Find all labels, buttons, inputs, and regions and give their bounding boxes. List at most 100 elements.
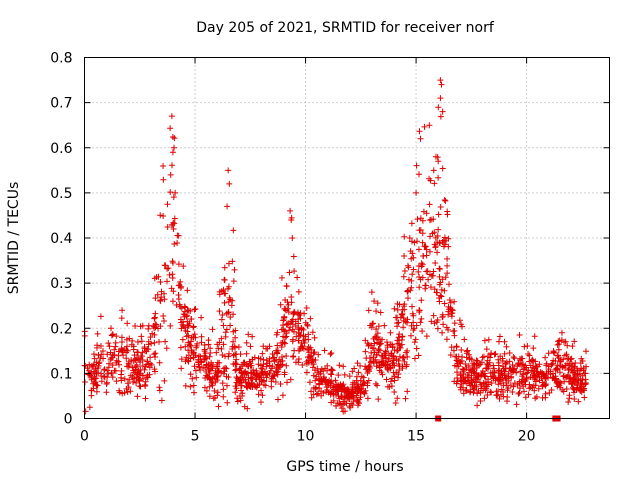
data-point <box>426 217 433 224</box>
data-point <box>116 361 122 368</box>
data-point <box>495 356 502 363</box>
data-point <box>206 383 213 390</box>
data-point <box>98 378 105 385</box>
data-point <box>510 383 517 390</box>
data-point <box>220 365 227 372</box>
data-point <box>488 389 495 396</box>
data-point <box>416 227 423 234</box>
data-point <box>190 323 197 330</box>
data-point <box>550 349 557 356</box>
data-point <box>106 343 113 350</box>
data-point <box>513 369 520 376</box>
data-point <box>463 364 470 371</box>
data-point <box>333 402 340 409</box>
data-point <box>287 324 294 331</box>
data-point <box>198 314 205 321</box>
data-point <box>214 389 221 396</box>
data-point <box>230 352 237 359</box>
data-point <box>530 370 537 377</box>
data-point <box>328 399 335 406</box>
data-point <box>367 322 374 329</box>
data-point <box>289 235 296 241</box>
data-point <box>527 362 534 369</box>
data-point <box>409 250 416 257</box>
data-point <box>247 375 254 382</box>
data-point <box>342 388 349 395</box>
data-point <box>580 385 587 392</box>
data-point <box>235 343 242 350</box>
data-point <box>223 326 230 333</box>
data-point <box>85 371 92 378</box>
data-point <box>156 384 163 391</box>
data-point <box>535 385 542 392</box>
data-point <box>209 380 216 387</box>
data-point <box>309 329 316 336</box>
data-point <box>278 326 285 333</box>
data-point <box>162 338 169 345</box>
data-point <box>358 385 365 392</box>
data-point <box>259 350 266 357</box>
data-point <box>219 352 226 359</box>
data-point <box>171 241 178 248</box>
data-point <box>305 346 312 353</box>
data-point <box>460 390 467 397</box>
data-point <box>304 322 311 329</box>
data-point <box>365 307 372 314</box>
data-point <box>288 293 295 300</box>
data-point <box>558 337 565 344</box>
y-tick-label: 0.5 <box>50 186 72 202</box>
data-point <box>274 371 281 378</box>
data-point <box>463 348 470 355</box>
data-point <box>216 308 223 315</box>
data-point <box>419 217 426 224</box>
data-point <box>399 365 406 372</box>
data-point <box>501 338 508 345</box>
data-point <box>190 389 197 396</box>
data-point <box>374 382 381 389</box>
data-point <box>206 370 213 377</box>
data-point <box>411 339 418 346</box>
data-point <box>253 376 260 383</box>
data-point <box>477 381 484 388</box>
data-point <box>263 374 270 381</box>
data-point <box>485 381 492 388</box>
data-point <box>453 369 460 376</box>
data-point <box>455 353 462 360</box>
data-point <box>127 388 134 395</box>
data-point <box>503 343 510 350</box>
data-point <box>477 361 484 368</box>
data-point <box>221 276 228 283</box>
data-point <box>103 379 110 386</box>
data-point <box>408 284 415 291</box>
data-point <box>156 387 163 394</box>
data-point <box>516 332 523 339</box>
data-point <box>255 391 262 398</box>
data-point <box>277 358 284 365</box>
data-point <box>178 365 185 372</box>
data-point <box>400 273 407 280</box>
data-point <box>465 351 472 358</box>
data-point <box>557 356 564 363</box>
data-point <box>571 363 578 370</box>
data-point <box>152 310 159 317</box>
data-point <box>407 332 414 339</box>
data-point <box>236 365 243 372</box>
data-point <box>119 307 126 314</box>
data-point <box>468 356 475 363</box>
data-point <box>247 360 254 367</box>
data-point <box>138 333 145 340</box>
data-point <box>323 388 330 395</box>
data-point <box>146 364 153 371</box>
data-point <box>284 299 291 306</box>
data-point <box>443 336 450 343</box>
data-point <box>231 266 238 273</box>
data-point <box>442 274 449 281</box>
data-point <box>260 378 267 385</box>
data-point <box>415 352 422 359</box>
data-point <box>303 358 310 365</box>
data-point <box>126 376 133 383</box>
data-point <box>223 310 230 317</box>
data-point <box>367 359 374 366</box>
data-point <box>220 322 227 329</box>
data-point <box>432 234 439 241</box>
